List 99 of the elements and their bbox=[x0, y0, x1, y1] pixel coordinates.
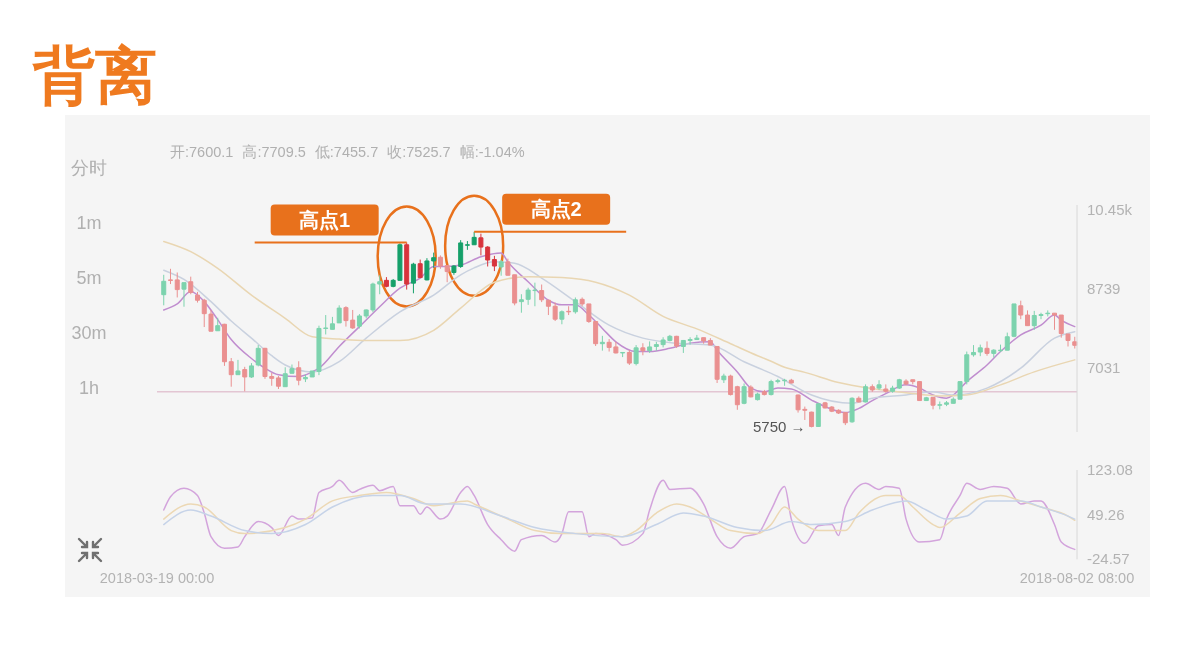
candlestick bbox=[255, 344, 261, 367]
candlestick bbox=[296, 360, 302, 386]
candlestick bbox=[728, 374, 734, 396]
y-tick-label: 49.26 bbox=[1087, 505, 1125, 523]
candlestick bbox=[464, 240, 470, 251]
candlestick bbox=[815, 402, 821, 428]
line-series bbox=[163, 479, 1076, 552]
candlestick bbox=[944, 400, 950, 407]
x-tick-label: 2018-03-19 00:00 bbox=[99, 570, 215, 587]
candlestick bbox=[809, 411, 815, 428]
candlestick bbox=[876, 379, 882, 391]
candlestick bbox=[566, 305, 572, 316]
candlestick bbox=[498, 259, 504, 277]
candlestick bbox=[188, 276, 194, 295]
candlestick bbox=[984, 340, 990, 357]
candlestick bbox=[741, 382, 747, 405]
candlestick bbox=[856, 395, 862, 403]
candlestick bbox=[559, 309, 565, 325]
candlestick bbox=[404, 241, 410, 291]
candlestick bbox=[572, 296, 578, 315]
text: 开:7600.1 高:7709.5 低:7455.7 收:7525.7 幅:-1.04% bbox=[170, 144, 525, 160]
candlestick bbox=[998, 344, 1004, 353]
candlestick bbox=[782, 378, 788, 387]
candlestick bbox=[917, 381, 923, 402]
candlestick bbox=[971, 344, 977, 358]
candlestick bbox=[674, 335, 680, 349]
candlestick bbox=[1052, 312, 1058, 331]
candlestick bbox=[701, 337, 707, 345]
annotation: 高点1 bbox=[299, 208, 351, 231]
candlestick bbox=[836, 408, 842, 415]
candlestick bbox=[647, 340, 653, 354]
candlestick bbox=[923, 396, 929, 402]
text: 1m bbox=[76, 213, 102, 233]
candlestick bbox=[842, 411, 848, 426]
candlestick bbox=[228, 357, 234, 388]
chart-title: 背离 bbox=[32, 41, 157, 110]
y-tick-label: 123.08 bbox=[1087, 461, 1133, 478]
candlestick bbox=[640, 342, 646, 356]
candlestick bbox=[181, 282, 187, 308]
text: 分时 bbox=[71, 158, 107, 178]
candlestick bbox=[491, 255, 497, 272]
candlestick bbox=[235, 359, 241, 376]
annotation: 5750 → bbox=[753, 418, 806, 436]
candlestick bbox=[437, 254, 443, 270]
text: 5m bbox=[76, 268, 102, 288]
candlestick bbox=[174, 272, 180, 298]
candlestick bbox=[869, 383, 875, 393]
candlestick bbox=[275, 375, 281, 390]
y-tick-label: -24.57 bbox=[1087, 550, 1130, 568]
candlestick bbox=[896, 378, 902, 390]
candlestick bbox=[215, 317, 221, 332]
candlestick bbox=[1045, 309, 1051, 317]
candlestick bbox=[221, 323, 227, 367]
candlestick bbox=[471, 231, 477, 246]
text: 1h bbox=[78, 378, 100, 398]
candlestick bbox=[242, 366, 248, 392]
candlestick bbox=[168, 268, 173, 285]
candlestick bbox=[761, 389, 767, 396]
candlestick bbox=[302, 374, 308, 383]
candlestick bbox=[599, 335, 605, 352]
candlestick bbox=[937, 400, 943, 410]
candlestick bbox=[930, 396, 936, 410]
candlestick bbox=[1025, 309, 1031, 327]
candlestick bbox=[1072, 336, 1078, 350]
candlestick bbox=[977, 344, 983, 357]
candlestick bbox=[1018, 300, 1024, 320]
candlestick bbox=[620, 351, 626, 358]
candlestick bbox=[788, 378, 794, 384]
y-tick-label: 8739 bbox=[1087, 280, 1121, 298]
candlestick bbox=[539, 284, 545, 303]
candlestick bbox=[755, 392, 761, 402]
candlestick bbox=[626, 349, 632, 366]
candlestick bbox=[991, 348, 997, 359]
candlestick bbox=[194, 291, 200, 304]
candlestick bbox=[890, 385, 896, 394]
candlestick bbox=[417, 259, 423, 279]
candlestick bbox=[863, 383, 869, 403]
candlestick bbox=[444, 264, 450, 283]
candlestick bbox=[248, 362, 254, 379]
y-tick-label: 10.45k bbox=[1087, 201, 1133, 219]
candlestick bbox=[633, 344, 639, 366]
line-series bbox=[163, 240, 1076, 397]
text: 30m bbox=[71, 323, 107, 343]
candlestick bbox=[336, 304, 342, 324]
annotation: 高点2 bbox=[530, 198, 582, 221]
candlestick bbox=[329, 316, 335, 330]
candlestick bbox=[161, 274, 167, 306]
candlestick bbox=[707, 337, 713, 346]
candlestick bbox=[734, 385, 740, 411]
candlestick bbox=[721, 373, 727, 384]
candlestick bbox=[383, 276, 389, 288]
candlestick bbox=[356, 313, 362, 329]
candlestick bbox=[748, 384, 754, 398]
candlestick bbox=[714, 345, 720, 384]
x-tick-label: 2018-08-02 08:00 bbox=[1019, 570, 1135, 587]
y-tick-label: 7031 bbox=[1087, 359, 1121, 377]
candlestick bbox=[410, 262, 416, 294]
candlestick bbox=[849, 396, 855, 424]
candlestick bbox=[883, 383, 889, 394]
